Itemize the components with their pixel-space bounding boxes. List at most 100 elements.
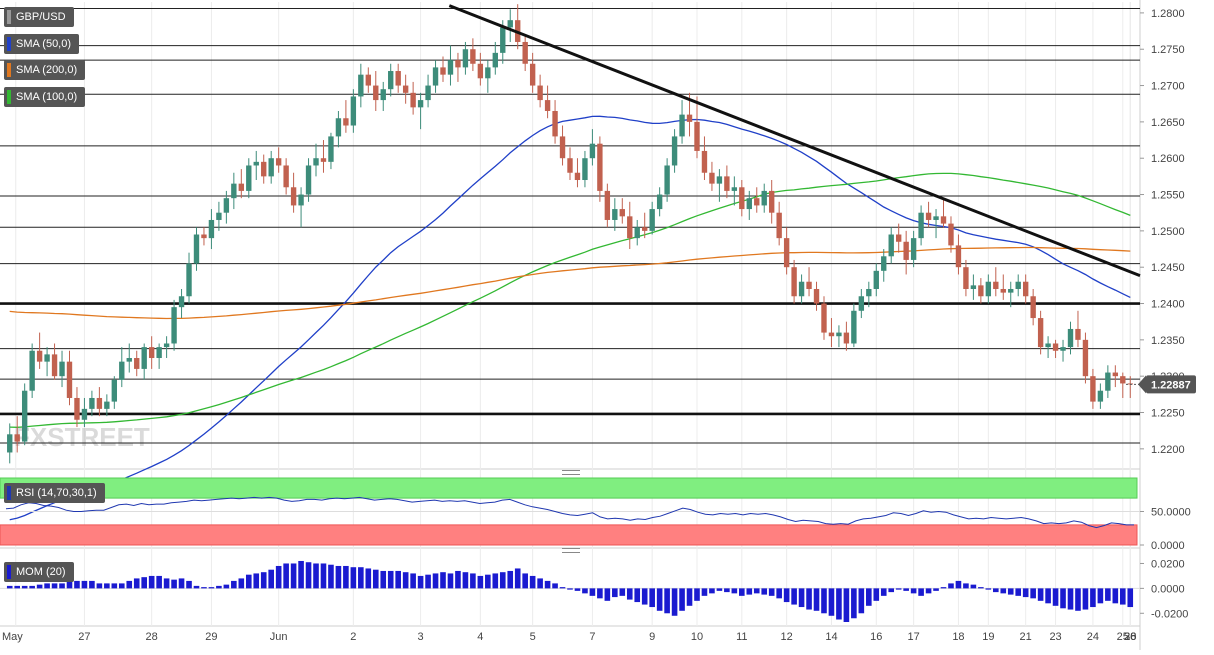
- mom-bar: [821, 588, 827, 614]
- candle-body: [873, 270, 879, 289]
- candle-body: [821, 303, 827, 333]
- mom-bar: [253, 573, 260, 589]
- legend-gbpusd[interactable]: GBP/USD: [4, 7, 74, 27]
- candle-body: [985, 281, 992, 297]
- candle-body: [798, 281, 805, 297]
- mom-bar: [290, 563, 297, 589]
- candle-body: [238, 183, 245, 191]
- x-tick-label: 26: [1124, 631, 1136, 643]
- mom-bar: [514, 568, 521, 589]
- x-tick-label: 10: [691, 631, 703, 643]
- mom-bar: [89, 580, 95, 589]
- mom-bar: [910, 588, 917, 594]
- candle-body: [335, 118, 342, 137]
- mom-bar: [649, 588, 655, 608]
- mom-bar: [993, 588, 999, 593]
- mom-bar: [275, 565, 282, 589]
- candle-body: [881, 256, 887, 271]
- mom-bar: [529, 575, 536, 589]
- candle-body: [7, 434, 13, 453]
- mom-bar: [470, 573, 476, 589]
- candle-body: [402, 85, 409, 93]
- mom-bar: [1067, 588, 1074, 610]
- legend-sma50[interactable]: SMA (50,0): [4, 34, 80, 54]
- candle-body: [612, 209, 618, 220]
- fxstreet-watermark: FXSTREET: [14, 422, 150, 452]
- candle-body: [305, 165, 312, 195]
- mom-bar: [948, 583, 954, 589]
- candle-body: [634, 227, 640, 239]
- pane-resize-handle-mom[interactable]: [562, 548, 580, 553]
- mom-bar: [223, 584, 230, 589]
- candle-body: [59, 361, 65, 377]
- mom-bar: [358, 567, 364, 589]
- legend-gbpusd-label: GBP/USD: [16, 11, 66, 23]
- mom-bar: [126, 580, 133, 589]
- mom-bar: [776, 588, 782, 599]
- candle-body: [888, 234, 894, 257]
- mom-bar: [783, 588, 790, 603]
- mom-bar: [619, 588, 626, 596]
- descending-trendline: [448, 4, 1141, 278]
- mom-bar: [417, 575, 424, 589]
- legend-sma100[interactable]: SMA (100,0): [4, 87, 86, 107]
- candle-body: [1000, 288, 1006, 293]
- candle-body: [395, 71, 401, 86]
- candle-body: [388, 71, 394, 90]
- candle-body: [559, 136, 566, 159]
- legend-rsi[interactable]: RSI (14,70,30,1): [4, 483, 105, 503]
- x-tick-label: 24: [1087, 631, 1099, 643]
- candle-body: [81, 408, 88, 420]
- candle-body: [1105, 372, 1111, 391]
- mom-bar: [888, 588, 895, 593]
- mom-bar: [201, 587, 207, 589]
- candle-body: [134, 358, 140, 369]
- mom-bar: [925, 588, 932, 594]
- candle-body: [769, 190, 775, 213]
- mom-bar: [768, 588, 775, 596]
- legend-rsi-label: RSI (14,70,30,1): [16, 487, 97, 499]
- pane-resize-handle-rsi[interactable]: [562, 470, 580, 475]
- mom-bar: [836, 588, 842, 620]
- candle-body: [261, 161, 267, 177]
- candle-body: [642, 227, 648, 231]
- candle-body: [529, 63, 536, 86]
- candle-body: [627, 216, 633, 239]
- candle-body: [477, 63, 484, 79]
- mom-bar: [634, 588, 641, 603]
- candle-body: [1015, 281, 1021, 289]
- x-tick-label: 17: [908, 631, 920, 643]
- candle-body: [813, 288, 820, 304]
- candle-body: [619, 209, 625, 217]
- last-price-arrow: [1138, 375, 1146, 394]
- mom-bar: [1105, 588, 1111, 601]
- candle-body: [925, 212, 932, 220]
- mom-bar: [731, 588, 738, 594]
- mom-bar: [148, 575, 155, 589]
- candle-body: [417, 100, 424, 108]
- mom-bar: [193, 585, 200, 589]
- candle-body: [1045, 343, 1051, 348]
- mom-bar: [343, 565, 349, 589]
- legend-sma200[interactable]: SMA (200,0): [4, 60, 86, 80]
- mom-bar: [477, 575, 484, 589]
- x-tick-label: May: [2, 631, 23, 643]
- candle-body: [544, 100, 551, 111]
- candle-body: [29, 350, 35, 391]
- mom-bar: [828, 588, 835, 616]
- mom-bar: [141, 577, 147, 589]
- candle-body: [1075, 328, 1081, 340]
- mom-bar: [178, 578, 185, 589]
- candle-body: [1037, 318, 1044, 348]
- candle-body: [858, 296, 865, 311]
- mom-bar: [1127, 588, 1134, 608]
- candle-body: [358, 74, 364, 97]
- candle-body: [895, 234, 902, 242]
- legend-mom[interactable]: MOM (20): [4, 562, 74, 582]
- rsi-line: [5, 496, 1134, 529]
- mom-tick-label: -0.0200: [1151, 608, 1188, 620]
- last-price-tag: [1146, 375, 1196, 394]
- candle-body: [455, 60, 461, 68]
- candle-body: [178, 296, 185, 308]
- x-tick-label: 21: [1020, 631, 1032, 643]
